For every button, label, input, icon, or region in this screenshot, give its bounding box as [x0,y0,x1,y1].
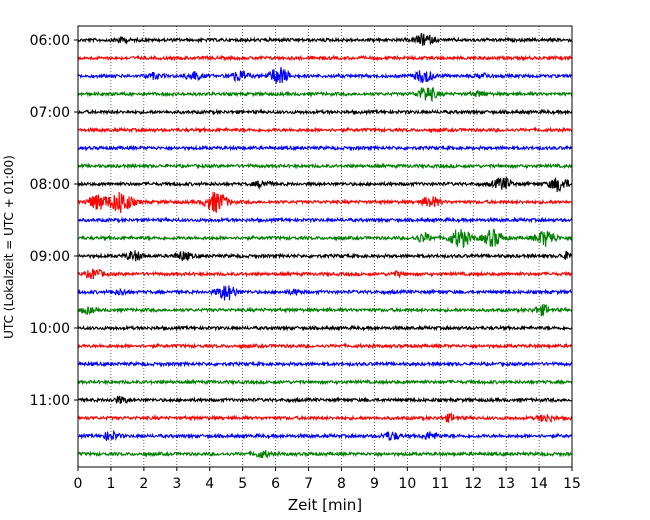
y-tick-label: 10:00 [30,321,70,337]
trace-0715 [77,126,573,134]
trace-0915 [77,268,573,280]
trace-1030 [77,360,573,368]
trace-0730 [77,144,573,152]
trace-0645 [77,86,573,103]
x-tick-label: 4 [205,476,214,492]
trace-1115 [77,411,573,424]
y-tick-label: 09:00 [30,249,70,265]
trace-1100 [77,395,573,405]
trace-0945 [77,303,573,317]
x-tick-label: 5 [238,476,247,492]
x-tick-label: 9 [370,476,379,492]
x-tick-label: 6 [271,476,280,492]
y-tick-label: 08:00 [30,177,70,193]
trace-1130 [77,429,573,442]
trace-0830 [77,216,573,224]
trace-0600 [77,32,573,46]
plot-background [78,26,572,467]
x-tick-label: 0 [74,476,83,492]
y-axis-label: UTC (Lokalzeit = UTC + 01:00) [2,155,16,339]
x-tick-label: 1 [106,476,115,492]
x-tick-label: 8 [337,476,346,492]
x-axis-ticks: 0 1 2 3 4 5 6 7 8 9 10 11 12 13 14 15 [74,467,581,492]
y-axis-ticks: 06:00 07:00 08:00 09:00 10:00 11:00 [30,33,78,409]
x-tick-label: 13 [497,476,515,492]
trace-0745 [77,162,573,170]
x-tick-label: 7 [304,476,313,492]
traces [77,32,573,459]
trace-1000 [77,324,573,332]
y-tick-label: 11:00 [30,393,70,409]
x-tick-label: 11 [431,476,449,492]
trace-0630 [77,67,573,84]
trace-1045 [77,378,573,386]
trace-0800 [77,176,573,193]
y-tick-label: 07:00 [30,105,70,121]
x-tick-label: 2 [139,476,148,492]
trace-0815 [77,191,573,214]
trace-0900 [77,250,573,262]
x-tick-label: 14 [530,476,548,492]
y-tick-label: 06:00 [30,33,70,49]
x-tick-label: 15 [563,476,581,492]
trace-0845 [77,228,573,249]
x-tick-label: 3 [172,476,181,492]
x-tick-label: 12 [464,476,482,492]
trace-1015 [77,342,573,350]
x-axis-label: Zeit [min] [288,496,362,514]
trace-1145 [77,449,573,459]
plot-frame [77,25,573,468]
trace-0930 [77,285,573,301]
trace-0615 [77,54,573,62]
x-tick-label: 10 [398,476,416,492]
trace-0700 [77,108,573,116]
